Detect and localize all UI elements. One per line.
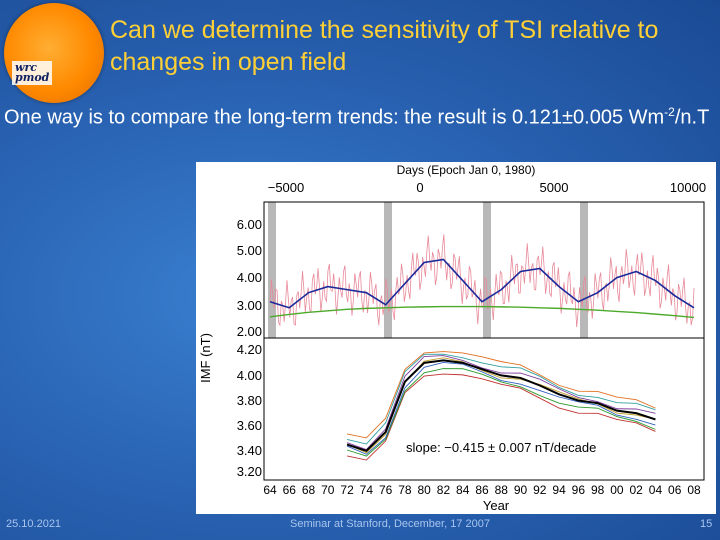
footer-page: 15 xyxy=(700,518,713,530)
bundle-series-line xyxy=(346,357,656,454)
x-tick: 92 xyxy=(533,483,547,497)
lower-panel-frame xyxy=(263,337,705,481)
bundle-series-line xyxy=(346,362,656,455)
upper-y-tick: 2.00 xyxy=(237,324,262,339)
slope-annotation: slope: −0.415 ± 0.007 nT/decade xyxy=(406,440,596,455)
slide-subtitle: One way is to compare the long-term tren… xyxy=(4,99,714,131)
subtitle-exponent: -2 xyxy=(664,105,675,119)
bundle-series-line xyxy=(346,368,656,457)
x-tick: 08 xyxy=(687,483,701,497)
shaded-band xyxy=(384,202,392,338)
x-tick: 74 xyxy=(360,483,374,497)
top-axis-label: Days (Epoch Jan 0, 1980) xyxy=(397,163,536,177)
upper-y-tick: 4.00 xyxy=(237,270,262,285)
shaded-band xyxy=(580,202,588,338)
lower-y-tick: 3.40 xyxy=(237,443,262,458)
wrc-pmod-logo: wrc pmod xyxy=(4,3,104,103)
lower-y-tick: 3.20 xyxy=(237,464,262,479)
subtitle-text: One way is to compare the long-term tren… xyxy=(4,106,665,129)
x-tick: 02 xyxy=(630,483,644,497)
top-tick: −5000 xyxy=(268,180,305,195)
x-tick: 66 xyxy=(283,483,297,497)
x-tick: 94 xyxy=(552,483,566,497)
top-tick: 10000 xyxy=(670,180,706,195)
x-tick: 72 xyxy=(340,483,354,497)
raw-series-line xyxy=(269,234,695,328)
footer-date: 25.10.2021 xyxy=(6,518,62,530)
x-tick: 80 xyxy=(418,483,432,497)
trend-series-line xyxy=(269,305,695,319)
bundle-series-line xyxy=(347,351,656,439)
bundle-series-line xyxy=(346,373,656,461)
y-axis-label: IMF (nT) xyxy=(198,333,213,383)
x-tick: 96 xyxy=(572,483,586,497)
x-tick: 70 xyxy=(321,483,335,497)
top-tick: 0 xyxy=(416,180,423,195)
x-tick: 78 xyxy=(398,483,412,497)
logo-line-1: wrc xyxy=(15,61,37,74)
subtitle-unit: /n.T xyxy=(674,106,710,129)
x-tick: 04 xyxy=(649,483,663,497)
x-tick: 68 xyxy=(302,483,316,497)
x-tick: 06 xyxy=(668,483,682,497)
x-tick: 90 xyxy=(514,483,528,497)
upper-y-tick: 5.00 xyxy=(237,243,262,258)
x-tick: 82 xyxy=(437,483,451,497)
logo-text: wrc pmod xyxy=(12,61,53,85)
top-tick: 5000 xyxy=(540,180,569,195)
bundle-series-line xyxy=(346,353,656,445)
trend-series-line xyxy=(346,359,656,452)
x-tick: 76 xyxy=(379,483,393,497)
smoothed-series-line xyxy=(269,258,695,309)
lower-y-tick: 4.20 xyxy=(237,342,262,357)
upper-y-tick: 6.00 xyxy=(237,217,262,232)
shaded-band xyxy=(483,202,491,338)
shaded-band xyxy=(268,202,276,338)
lower-y-tick: 3.60 xyxy=(237,418,262,433)
x-tick: 86 xyxy=(475,483,489,497)
logo-line-2: pmod xyxy=(15,71,50,84)
x-tick: 00 xyxy=(610,483,624,497)
footer-seminar: Seminar at Stanford, December, 17 2007 xyxy=(290,518,490,530)
lower-y-tick: 4.00 xyxy=(237,368,262,383)
lower-y-tick: 3.80 xyxy=(237,393,262,408)
x-tick: 98 xyxy=(591,483,605,497)
x-axis-label: Year xyxy=(483,498,510,513)
x-tick: 88 xyxy=(495,483,509,497)
upper-y-tick: 3.00 xyxy=(237,298,262,313)
imf-chart: Days (Epoch Jan 0, 1980) −5000 0 5000 10… xyxy=(198,163,706,513)
x-tick: 64 xyxy=(263,483,277,497)
bundle-series-line xyxy=(346,355,656,451)
imf-figure: Days (Epoch Jan 0, 1980) −5000 0 5000 10… xyxy=(196,162,716,514)
x-tick: 84 xyxy=(456,483,470,497)
slide-title: Can we determine the sensitivity of TSI … xyxy=(110,16,659,76)
